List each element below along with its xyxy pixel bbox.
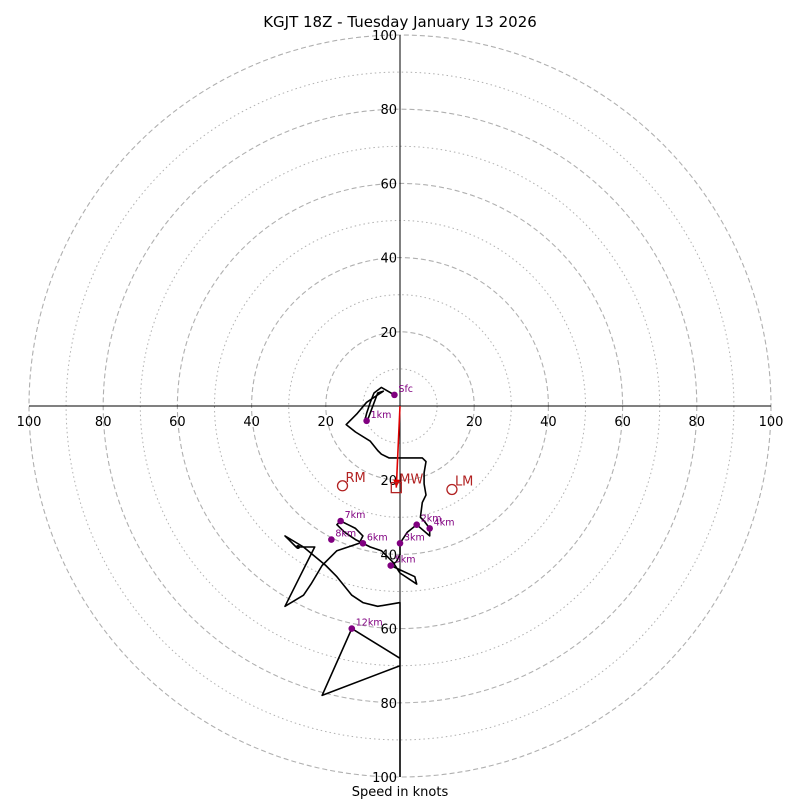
tick-label-bottom: 20 [380,474,397,489]
tick-label-right: 20 [466,415,483,430]
height-label-1km: 1km [371,410,392,421]
height-label-12km: 12km [356,618,383,629]
tick-label-left: 20 [318,415,335,430]
tick-label-top: 40 [380,252,397,267]
tick-label-right: 80 [689,415,706,430]
height-point-2km [413,521,420,529]
height-label-7km: 7km [345,510,366,521]
storm-motion-lm-label: LM [455,474,473,489]
tick-label-left: 100 [17,415,42,430]
tick-label-bottom: 60 [380,623,397,638]
tick-label-top: 100 [372,29,397,44]
tick-label-right: 100 [759,415,784,430]
height-label-sfc: Sfc [398,384,413,395]
tick-label-left: 60 [169,415,186,430]
height-label-6km: 6km [367,532,388,543]
tick-label-right: 60 [614,415,631,430]
tick-label-top: 80 [380,103,397,118]
trace-point [295,544,300,549]
storm-motion-rm-label: RM [345,471,365,486]
tick-labels: 20 20 20 20 40 40 40 40 60 60 60 60 80 80 80 80 100 100 10… [17,29,784,786]
tick-label-top: 20 [380,326,397,341]
height-point-sfc [391,391,398,399]
height-label-3km: 3km [404,532,425,543]
storm-motion-rm-marker [336,480,349,492]
height-point-6km [359,539,367,547]
height-point-1km [363,417,370,425]
x-axis-label: Speed in knots [352,785,449,800]
height-label-8km: 8km [335,529,356,540]
tick-label-bottom: 80 [380,697,397,712]
height-point-7km [337,517,344,525]
height-label-2km: 2km [421,514,442,525]
storm-motion-mw-label: MW [399,473,423,488]
tick-label-right: 40 [540,415,557,430]
height-point-8km [328,536,335,543]
height-point-12km [348,625,356,632]
hodograph-trace [284,386,431,777]
shear-vector-group [393,405,401,488]
height-label-4km: 4km [434,517,455,528]
storm-motion-lm-marker [446,483,458,496]
hodograph-trace-group [284,386,431,777]
height-point-4km [426,525,433,532]
height-point-3km [396,539,404,547]
tick-label-bottom: 100 [372,771,397,786]
tick-label-top: 60 [380,177,397,192]
height-label-5km: 5km [395,555,416,566]
storm-motion-mw-marker [390,481,402,494]
shear-vector [395,405,401,488]
height-point-5km [387,562,395,569]
storm-motion-markers: RM LM MW [336,471,473,496]
tick-label-left: 80 [95,415,112,430]
tick-label-left: 40 [243,415,260,430]
chart-title: KGJT 18Z - Tuesday January 13 2026 [263,13,537,31]
tick-label-bottom: 40 [380,548,397,563]
shear-vector-arrowhead [393,479,401,488]
